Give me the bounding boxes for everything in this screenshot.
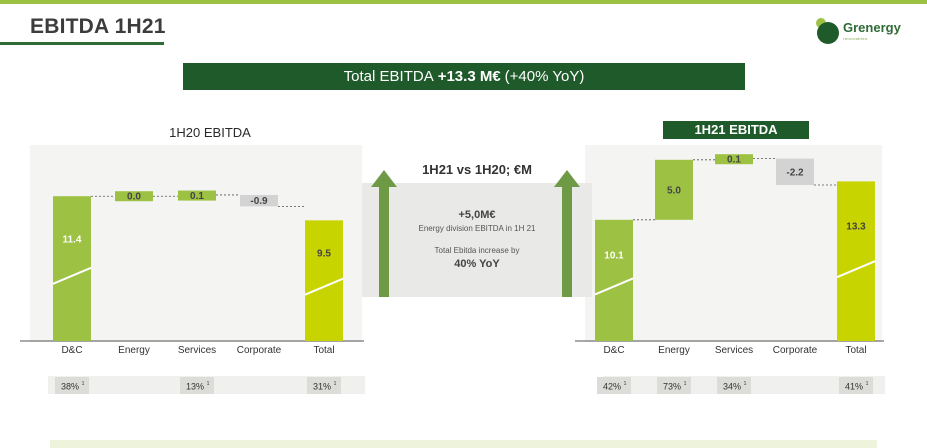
- chart-background-1h21: [585, 145, 882, 342]
- chart-title-1h21: 1H21 EBITDA: [663, 121, 809, 139]
- data-label-0-1h20: 11.4: [63, 235, 82, 246]
- margin-superscript-4-1h21: 1: [866, 381, 869, 387]
- comparison-delta: +5,0M€: [458, 209, 496, 221]
- margin-label-4-1h21: 41%: [845, 382, 863, 392]
- margin-badge-bg-4-1h20: [307, 377, 341, 394]
- margin-badge-bg-0-1h20: [55, 377, 89, 394]
- footer-band: [50, 440, 877, 448]
- bar-services-1h21: [715, 154, 753, 165]
- margin-label-0-1h21: 42%: [603, 382, 621, 392]
- up-arrow-left-icon: [371, 170, 397, 297]
- margin-label-2-1h21: 34%: [723, 382, 741, 392]
- data-label-2-1h20: 0.1: [190, 191, 204, 202]
- margin-label-0-1h20: 38%: [61, 382, 79, 392]
- margin-superscript-1-1h21: 1: [684, 381, 687, 387]
- total-ebitda-banner: Total EBITDA +13.3 M€ (+40% YoY): [183, 63, 745, 90]
- margin-superscript-2-1h20: 1: [207, 381, 210, 387]
- category-label-0-1h20: D&C: [61, 345, 82, 356]
- page-title: EBITDA 1H21: [30, 15, 166, 38]
- category-label-3-1h21: Corporate: [773, 345, 818, 356]
- data-label-1-1h20: 0.0: [127, 192, 141, 203]
- bar-dc-1h20: [53, 196, 91, 341]
- margin-label-2-1h20: 13%: [186, 382, 204, 392]
- title-underline: [0, 42, 164, 45]
- data-label-3-1h20: -0.9: [250, 196, 268, 207]
- up-arrow-right-icon: [554, 170, 580, 297]
- bar-slash-4-1h21: [836, 260, 876, 279]
- category-label-3-1h20: Corporate: [237, 345, 282, 356]
- margin-superscript-4-1h20: 1: [334, 381, 337, 387]
- data-label-4-1h20: 9.5: [317, 249, 331, 260]
- bar-total-1h21: [837, 181, 875, 341]
- margin-superscript-2-1h21: 1: [744, 381, 747, 387]
- data-label-3-1h21: -2.2: [786, 167, 804, 178]
- bar-services-1h20: [178, 190, 216, 201]
- margin-label-4-1h20: 31%: [313, 382, 331, 392]
- margin-superscript-0-1h20: 1: [82, 381, 85, 387]
- margin-badge-bg-1-1h21: [657, 377, 691, 394]
- margin-badge-bg-0-1h21: [597, 377, 631, 394]
- category-label-4-1h20: Total: [313, 345, 334, 356]
- category-label-1-1h20: Energy: [118, 345, 150, 356]
- comparison-increase-value: 40% YoY: [454, 258, 500, 270]
- margin-superscript-0-1h21: 1: [624, 381, 627, 387]
- data-label-4-1h21: 13.3: [846, 221, 866, 232]
- data-label-1-1h21: 5.0: [667, 185, 681, 196]
- data-label-2-1h21: 0.1: [727, 155, 741, 166]
- bar-corporate-1h20: [240, 194, 278, 207]
- comparison-title: 1H21 vs 1H20; €M: [422, 162, 532, 177]
- banner-value: +13.3 M€: [437, 68, 501, 85]
- banner-prefix: Total EBITDA: [343, 68, 434, 85]
- top-accent-line: [0, 0, 927, 4]
- bar-energy-1h21: [655, 159, 693, 220]
- bar-corporate-1h21: [776, 158, 814, 185]
- margin-label-1-1h21: 73%: [663, 382, 681, 392]
- category-label-0-1h21: D&C: [603, 345, 624, 356]
- comparison-delta-desc: Energy division EBITDA in 1H 21: [418, 224, 536, 233]
- category-label-2-1h21: Services: [715, 345, 753, 356]
- bar-slash-4-1h20: [304, 277, 344, 296]
- logo-text: Grenergy: [843, 20, 901, 35]
- category-label-1-1h21: Energy: [658, 345, 690, 356]
- category-label-4-1h21: Total: [845, 345, 866, 356]
- margin-badge-bg-2-1h21: [717, 377, 751, 394]
- bar-energy-1h20: [115, 191, 153, 202]
- bar-slash-0-1h20: [52, 266, 92, 285]
- logo-subtext: renovables: [843, 36, 868, 41]
- chart-title-1h20: 1H20 EBITDA: [169, 125, 251, 140]
- data-label-0-1h21: 10.1: [604, 251, 624, 262]
- margin-badge-bg-2-1h20: [180, 377, 214, 394]
- banner-suffix: (+40% YoY): [504, 68, 585, 85]
- company-logo: Grenergy renovables: [813, 16, 913, 46]
- margin-badge-bg-4-1h21: [839, 377, 873, 394]
- category-label-2-1h20: Services: [178, 345, 216, 356]
- comparison-increase-desc: Total Ebitda increase by: [434, 246, 520, 255]
- comparison-box: [362, 183, 592, 297]
- logo-icon: [816, 18, 839, 44]
- bar-slash-0-1h21: [594, 277, 634, 296]
